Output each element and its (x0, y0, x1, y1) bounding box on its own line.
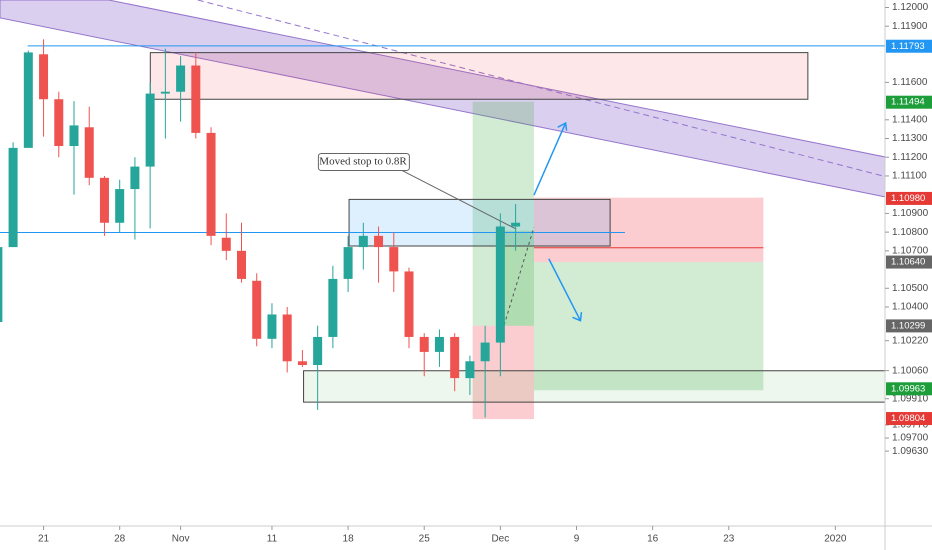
candle-body (419, 336, 429, 352)
x-tick-label: 23 (723, 534, 735, 545)
candle-body (495, 226, 505, 343)
price-axis (885, 0, 932, 550)
candle-body (480, 342, 490, 362)
candle-body (358, 235, 368, 248)
y-tick-label: 1.12000 (892, 2, 929, 13)
projection-line (502, 227, 534, 331)
candle-body (465, 361, 475, 379)
demand-zone (304, 371, 892, 402)
y-tick-label: 1.10220 (892, 335, 929, 346)
candle-body (84, 127, 94, 178)
price-badge-label: 1.09963 (891, 383, 925, 394)
candle-body (434, 336, 444, 352)
candle-body (8, 147, 18, 248)
y-tick-label: 1.09770 (892, 420, 929, 431)
short-stop (533, 197, 764, 263)
candle-body (39, 54, 49, 100)
y-tick-label: 1.11300 (892, 133, 928, 144)
price-badge (886, 382, 932, 396)
candle-body (282, 314, 292, 362)
y-tick-label: 1.10800 (892, 227, 929, 238)
range-box (349, 199, 610, 246)
candle-body (221, 237, 231, 251)
y-tick-label: 1.10060 (892, 365, 929, 376)
price-badge (886, 412, 932, 426)
x-tick-label: Dec (491, 534, 509, 545)
candle-body (206, 132, 216, 236)
x-tick-label: 18 (343, 534, 355, 545)
candle-body (343, 247, 353, 279)
y-tick-label: 1.11400 (892, 114, 928, 125)
y-tick-label: 1.10400 (892, 302, 929, 313)
x-tick-label: 9 (574, 534, 580, 545)
y-tick-label: 1.11900 (892, 21, 928, 32)
candle-body (389, 247, 399, 272)
candle-body (145, 93, 155, 167)
supply-zone (150, 53, 808, 100)
x-tick-label: Nov (172, 534, 190, 545)
candle-body (176, 65, 186, 92)
x-tick-label: 28 (114, 534, 126, 545)
y-tick-label: 1.09700 (892, 433, 929, 444)
price-badge-label: 1.11494 (891, 97, 925, 108)
price-badge-label: 1.10980 (891, 193, 925, 204)
arrow-down-head (573, 312, 582, 320)
candle-body (23, 52, 33, 148)
price-badge-label: 1.10640 (891, 257, 925, 268)
candle-body (191, 65, 201, 133)
callout-box (318, 154, 409, 171)
y-tick-label: 1.10500 (892, 283, 929, 294)
candle-body (237, 250, 247, 279)
arrow-up (534, 123, 566, 195)
y-tick-label: 1.10900 (892, 208, 929, 219)
price-badge (886, 39, 932, 53)
price-badge-label: 1.10299 (891, 320, 925, 331)
candle-body (252, 280, 262, 339)
candle-body (130, 166, 140, 190)
candle-body (99, 177, 109, 223)
price-badge (886, 95, 932, 109)
candle-body (160, 91, 170, 94)
arrow-down (549, 259, 581, 321)
price-badge (886, 255, 932, 269)
price-badge-label: 1.11793 (891, 41, 925, 52)
y-tick-label: 1.10700 (892, 245, 929, 256)
x-tick-label: 16 (647, 534, 659, 545)
y-tick-label: 1.09910 (892, 393, 929, 404)
candle-body (450, 336, 460, 379)
candle-body (115, 189, 125, 223)
candle-body (313, 336, 323, 366)
annotation: Moved stop to 0.8R (319, 156, 407, 168)
y-tick-label: 1.11200 (892, 152, 928, 163)
candle-body (0, 247, 3, 322)
candle-body (297, 361, 307, 366)
y-tick-label: 1.11600 (892, 77, 928, 88)
x-tick-label: 11 (267, 534, 278, 545)
short-target (533, 262, 764, 391)
x-tick-label: 21 (38, 534, 50, 545)
price-badge-label: 1.09804 (891, 413, 925, 424)
arrow-up-head (558, 123, 567, 131)
x-tick-label: 25 (419, 534, 431, 545)
drawings (0, 0, 892, 420)
candle-body (511, 222, 521, 227)
trend-channel (0, 0, 885, 197)
candle-body (328, 278, 338, 337)
channel-midline (198, 0, 885, 176)
price-badge (886, 191, 932, 205)
candle-body (54, 99, 64, 147)
y-tick-label: 1.09630 (892, 446, 929, 457)
candle-body (69, 125, 79, 147)
callout-leader (400, 170, 516, 229)
price-badge (886, 319, 932, 333)
candle-body (374, 235, 384, 248)
candle-body (404, 271, 414, 337)
x-tick-label: 2020 (824, 534, 847, 545)
y-tick-label: 1.11100 (892, 171, 927, 182)
candle-body (267, 314, 277, 339)
